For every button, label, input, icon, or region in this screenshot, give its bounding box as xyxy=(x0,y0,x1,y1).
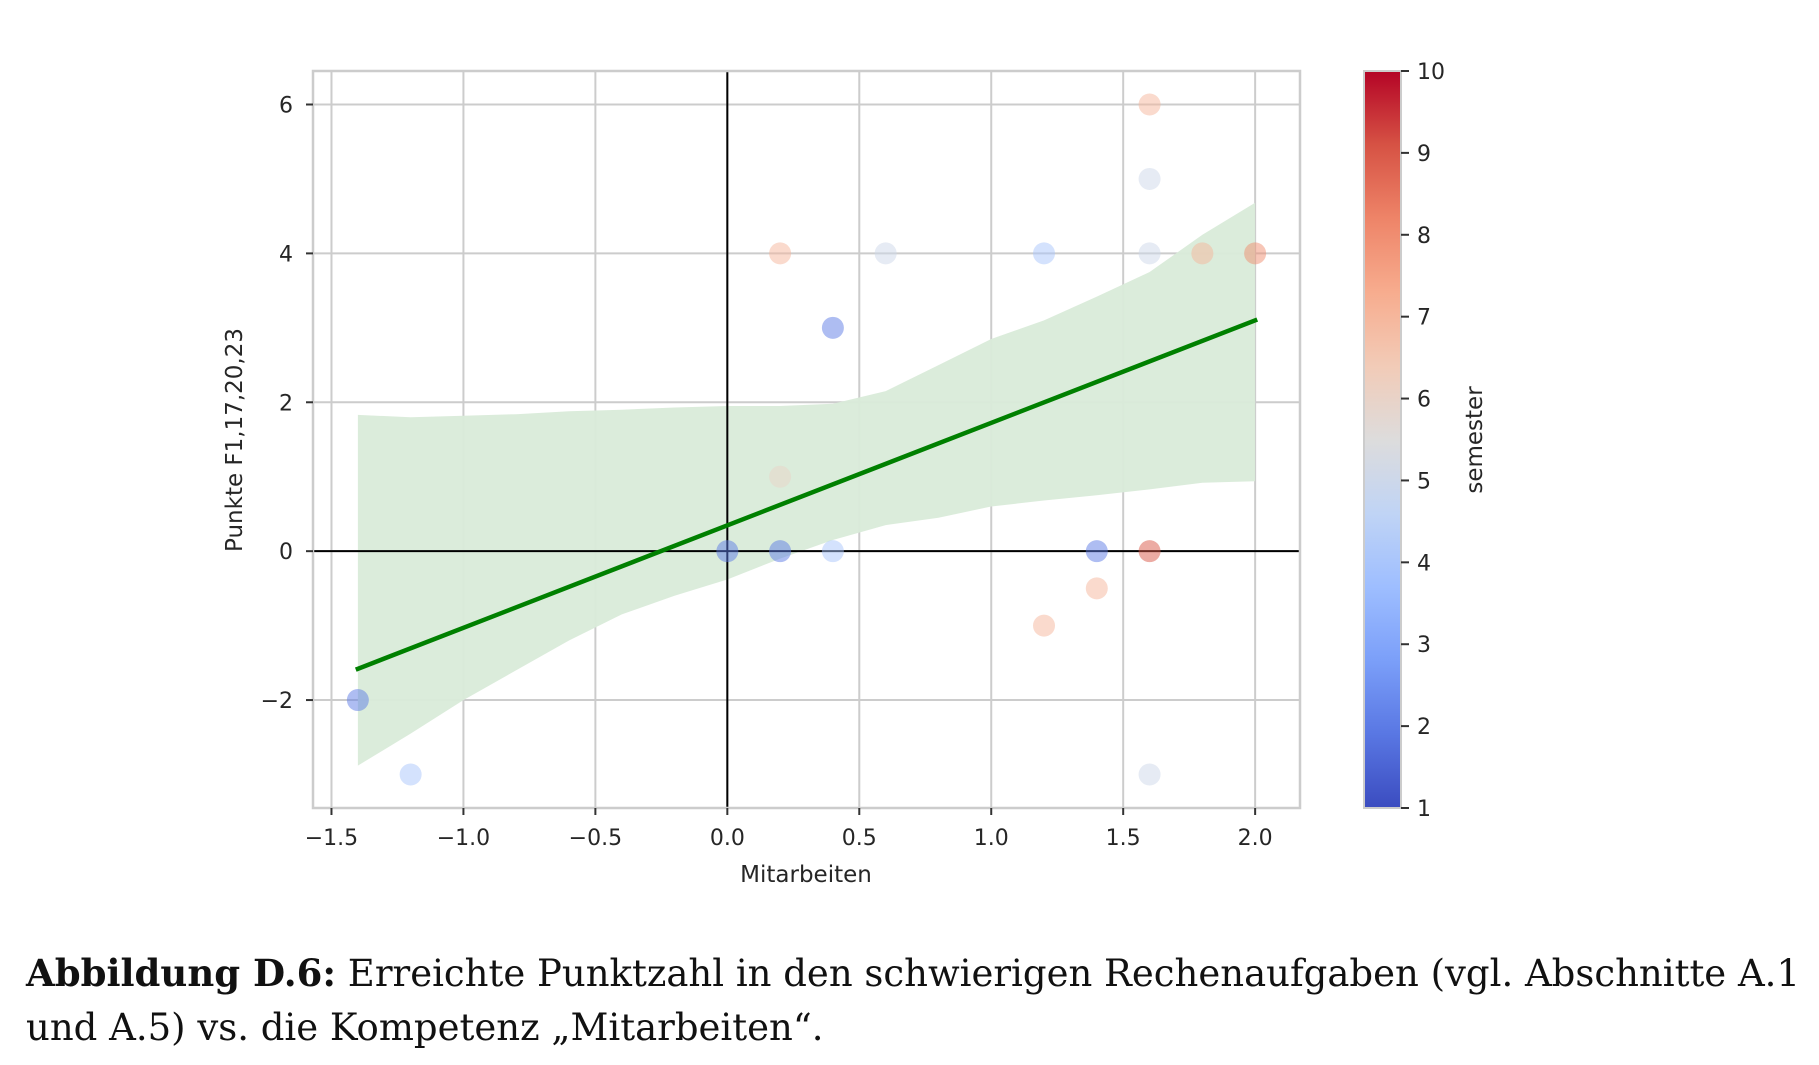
data-point xyxy=(1085,577,1108,600)
x-tick-label: 0.0 xyxy=(710,826,745,851)
x-tick-label: 2.0 xyxy=(1238,826,1273,851)
data-point xyxy=(1191,242,1214,265)
data-point xyxy=(769,540,792,563)
y-ticks: −2 0 2 4 6 xyxy=(261,94,313,714)
colorbar-tick-label: 9 xyxy=(1417,142,1431,167)
y-tick-label: 6 xyxy=(279,94,293,119)
colorbar-ticks: 1 2 3 4 5 6 7 8 9 10 xyxy=(1401,60,1445,822)
x-tick-label: −0.5 xyxy=(569,826,622,851)
data-point xyxy=(346,689,369,712)
confidence-band xyxy=(357,202,1256,766)
y-tick-label: 4 xyxy=(279,242,293,267)
colorbar-tick-label: 10 xyxy=(1417,60,1445,85)
data-point xyxy=(1085,540,1108,563)
x-tick-label: 1.0 xyxy=(974,826,1009,851)
colorbar-tick-label: 1 xyxy=(1417,797,1431,822)
y-tick-label: 2 xyxy=(279,391,293,416)
y-axis-title: Punkte F1,17,20,23 xyxy=(222,328,248,552)
caption-text: Erreichte Punktzahl in den schwierigen R… xyxy=(26,952,1800,1049)
data-point xyxy=(821,316,844,339)
y-tick-label: 0 xyxy=(279,540,293,565)
confidence-band-layer xyxy=(357,202,1256,766)
x-tick-label: 1.5 xyxy=(1106,826,1141,851)
data-point xyxy=(1138,763,1161,786)
data-point xyxy=(1138,242,1161,265)
plot-frame xyxy=(311,69,1302,810)
regression-line xyxy=(354,317,1259,672)
x-ticks: −1.5 −1.0 −0.5 0.0 0.5 1.0 1.5 2.0 xyxy=(305,808,1273,851)
colorbar-tick-label: 6 xyxy=(1417,388,1431,413)
data-point xyxy=(1033,242,1056,265)
colorbar-title: semester xyxy=(1462,386,1488,494)
data-point xyxy=(874,242,897,265)
colorbar-tick-label: 7 xyxy=(1417,306,1431,331)
colorbar-tick-label: 5 xyxy=(1417,469,1431,494)
colorbar-tick-label: 2 xyxy=(1417,715,1431,740)
colorbar-tick-label: 3 xyxy=(1417,633,1431,658)
x-tick-label: −1.0 xyxy=(437,826,490,851)
data-points xyxy=(346,93,1267,786)
y-tick-label: −2 xyxy=(261,689,293,714)
data-point xyxy=(1033,614,1056,637)
reference-lines xyxy=(313,71,1300,808)
data-point xyxy=(399,763,422,786)
data-point xyxy=(1138,167,1161,190)
data-point xyxy=(821,540,844,563)
data-point xyxy=(1138,93,1161,116)
data-point xyxy=(769,465,792,488)
x-tick-label: −1.5 xyxy=(305,826,358,851)
figure-caption: Abbildung D.6: Erreichte Punktzahl in de… xyxy=(26,946,1806,1055)
colorbar-tick-label: 4 xyxy=(1417,551,1431,576)
x-axis-title: Mitarbeiten xyxy=(740,862,872,888)
x-tick-label: 0.5 xyxy=(842,826,877,851)
colorbar-tick-label: 8 xyxy=(1417,224,1431,249)
data-point xyxy=(716,540,739,563)
colorbar xyxy=(1363,70,1402,809)
caption-label: Abbildung D.6: xyxy=(26,951,337,995)
data-point xyxy=(769,242,792,265)
data-point xyxy=(1138,540,1161,563)
regression-layer xyxy=(354,317,1259,672)
data-point xyxy=(1244,242,1267,265)
